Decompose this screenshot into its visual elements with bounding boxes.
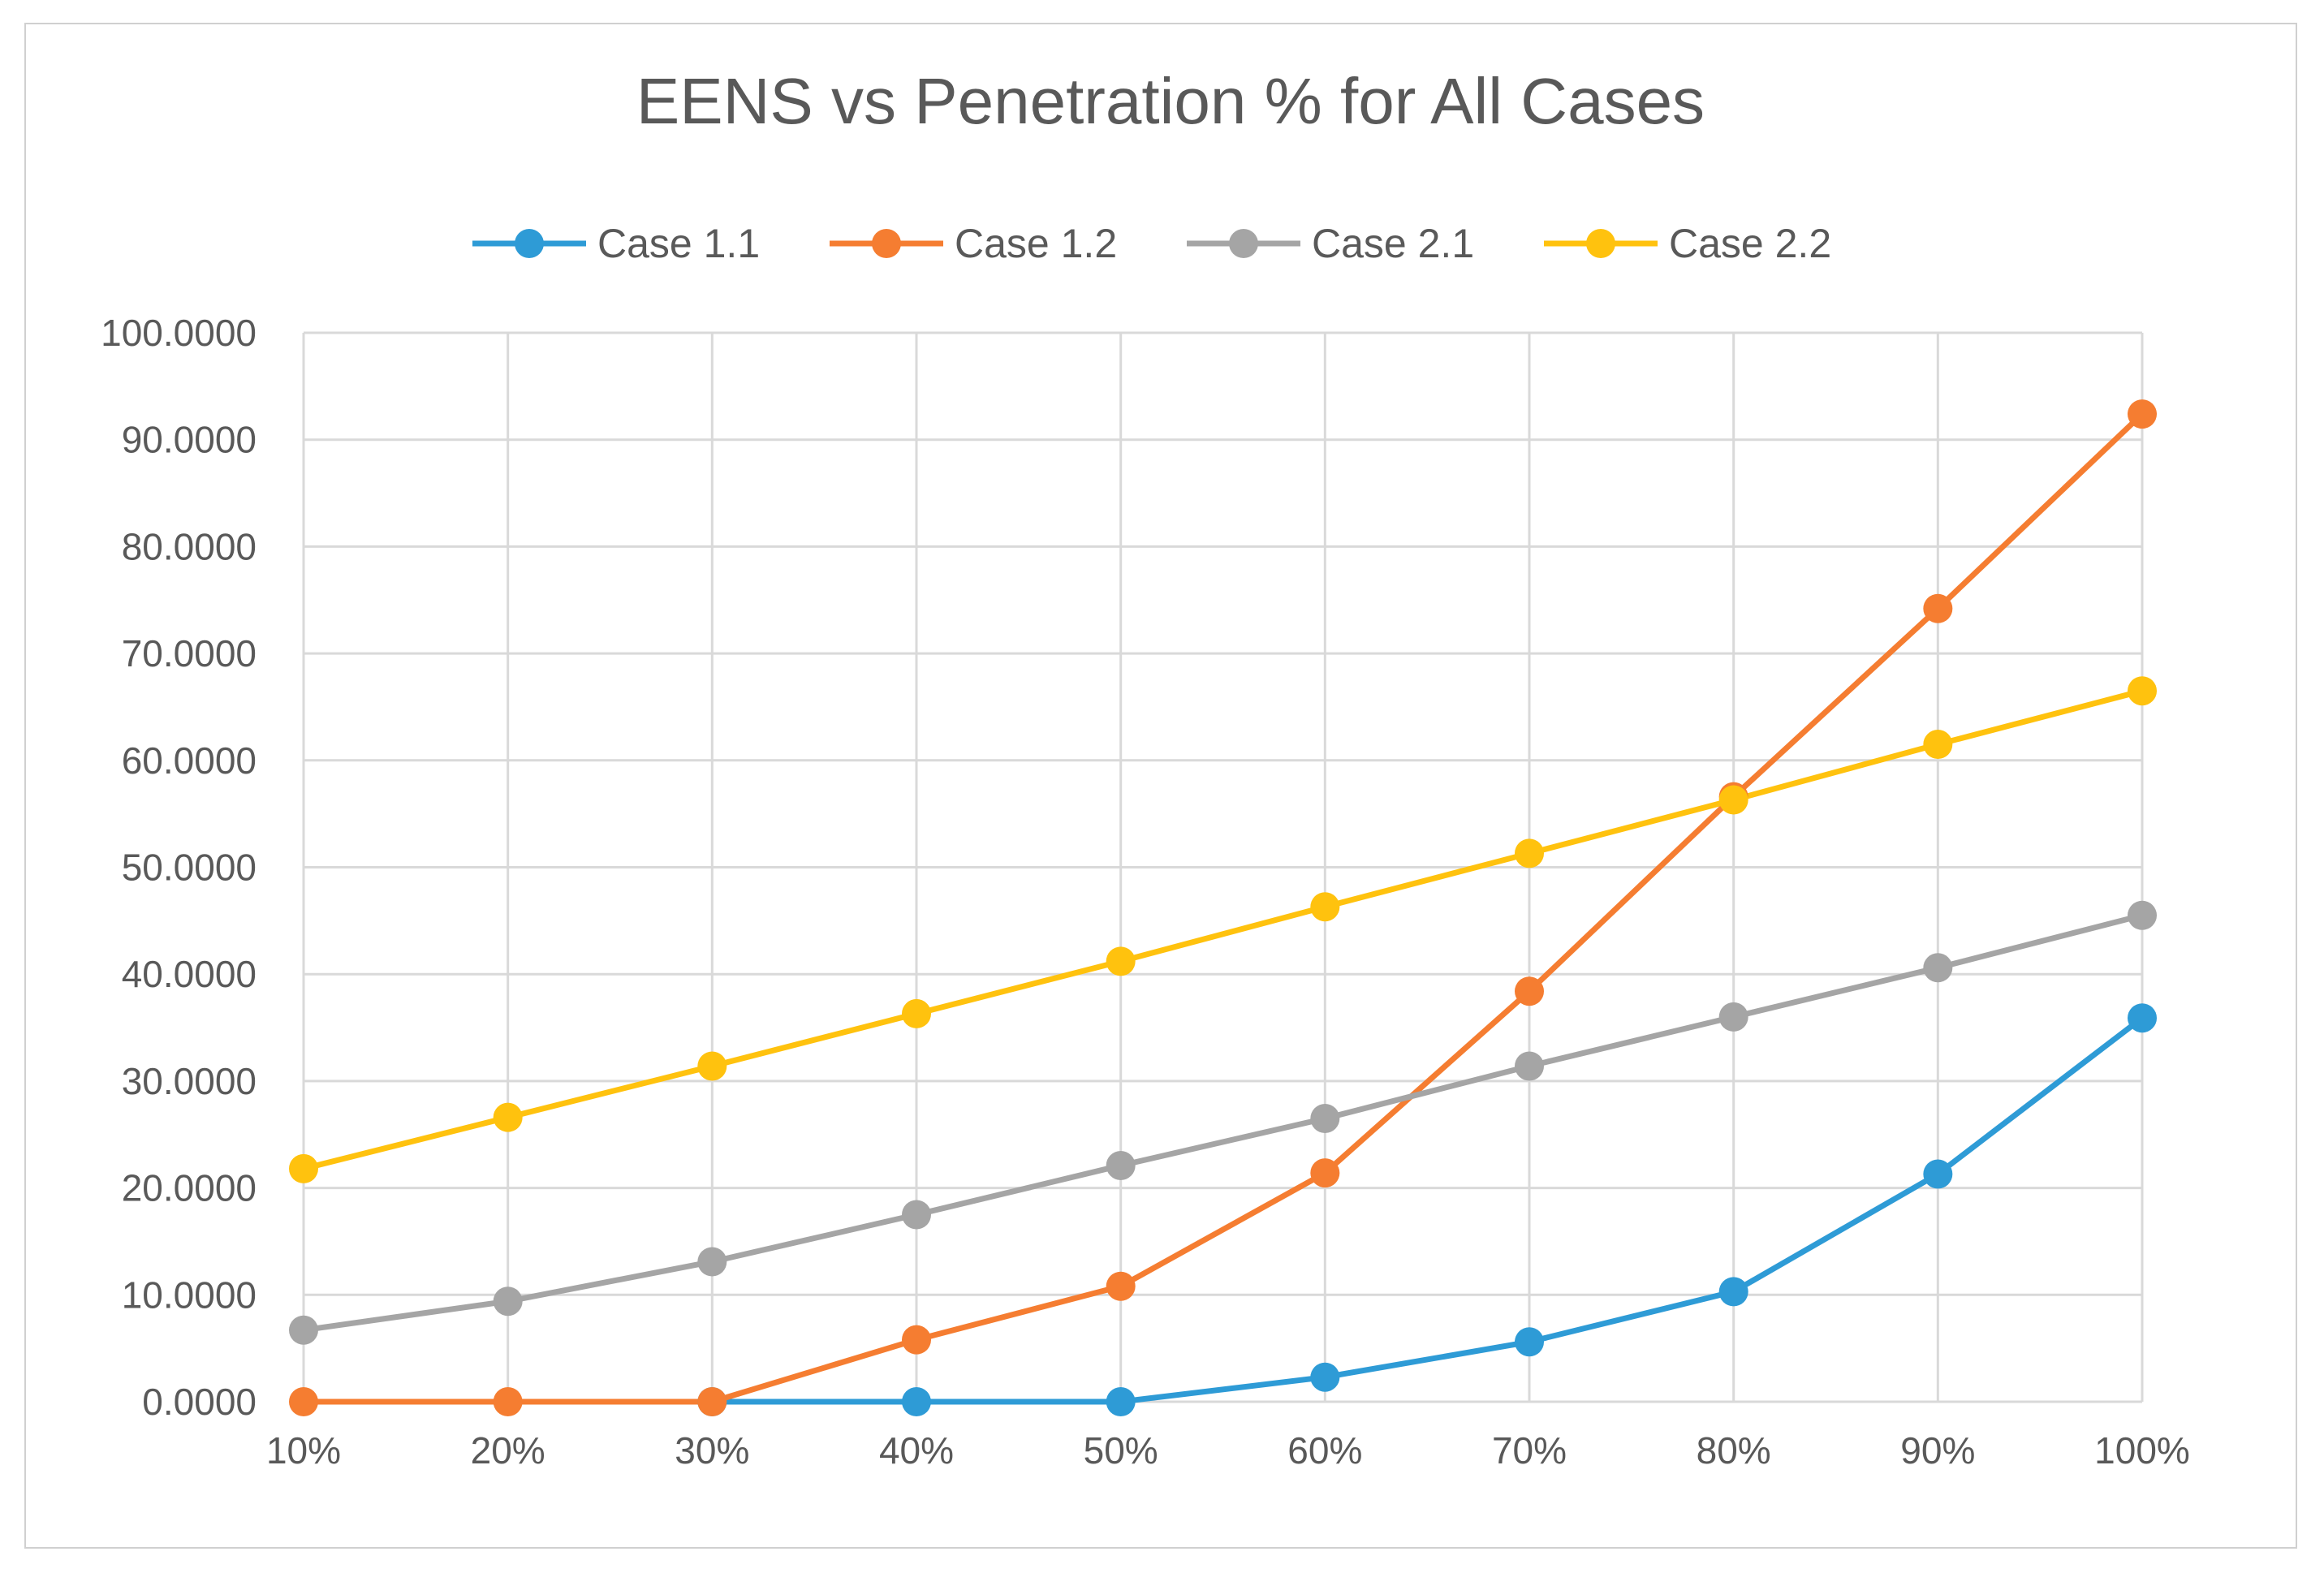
x-tick-label: 90% (1900, 1429, 1975, 1472)
data-point-case-2-2 (1923, 730, 1953, 760)
series-points (289, 399, 2157, 1416)
data-point-case-1-1 (1310, 1362, 1340, 1392)
data-point-case-2-1 (1106, 1150, 1136, 1180)
series-line-case-2-1 (300, 912, 2145, 1334)
x-tick-label: 80% (1697, 1429, 1771, 1472)
data-point-case-1-1 (1515, 1327, 1544, 1357)
y-tick-label: 20.0000 (122, 1167, 257, 1209)
y-tick-label: 50.0000 (122, 847, 257, 889)
data-point-case-2-2 (697, 1051, 727, 1081)
line-chart: EENS vs Penetration % for All Cases Case… (101, 65, 2190, 1472)
series-line-case-1-1 (709, 1015, 2145, 1405)
legend-marker (515, 229, 544, 258)
series-lines (300, 411, 2145, 1405)
data-point-case-2-1 (902, 1200, 931, 1230)
x-tick-label: 10% (266, 1429, 341, 1472)
legend-label: Case 2.1 (1312, 221, 1474, 266)
legend-item-case-2-1: Case 2.1 (1187, 221, 1474, 266)
data-point-case-2-2 (493, 1102, 523, 1132)
series-line-case-1-2 (300, 411, 2145, 1405)
series-line-case-2-2 (300, 687, 2145, 1172)
data-point-case-1-2 (1310, 1158, 1340, 1188)
data-point-case-1-1 (1106, 1387, 1136, 1416)
data-point-case-2-1 (1718, 1002, 1748, 1032)
x-tick-label: 30% (675, 1429, 749, 1472)
y-axis-ticks: 0.0000 10.0000 20.0000 30.0000 40.0000 50.000… (101, 312, 257, 1423)
y-tick-label: 30.0000 (122, 1060, 257, 1102)
data-point-case-1-2 (493, 1387, 523, 1416)
data-point-case-1-1 (2128, 1003, 2157, 1033)
x-tick-label: 20% (471, 1429, 545, 1472)
data-point-case-1-1 (1923, 1159, 1953, 1189)
chart-frame: EENS vs Penetration % for All Cases Case… (24, 23, 2297, 1549)
y-tick-label: 100.0000 (101, 312, 257, 354)
data-point-case-1-2 (1923, 593, 1953, 623)
data-point-case-2-2 (1310, 892, 1340, 922)
y-tick-label: 40.0000 (122, 953, 257, 995)
legend-item-case-1-1: Case 1.1 (472, 221, 760, 266)
legend-marker (1229, 229, 1258, 258)
data-point-case-1-2 (902, 1325, 931, 1355)
data-point-case-2-2 (2128, 676, 2157, 706)
legend-item-case-2-2: Case 2.2 (1544, 221, 1831, 266)
data-point-case-2-1 (1310, 1103, 1340, 1133)
legend-item-case-1-2: Case 1.2 (830, 221, 1117, 266)
y-tick-label: 80.0000 (122, 525, 257, 567)
data-point-case-2-2 (1718, 785, 1748, 815)
y-tick-label: 10.0000 (122, 1273, 257, 1316)
y-tick-label: 60.0000 (122, 739, 257, 782)
data-point-case-2-1 (1515, 1051, 1544, 1081)
data-point-case-2-1 (697, 1247, 727, 1277)
x-tick-label: 60% (1287, 1429, 1362, 1472)
chart-title: EENS vs Penetration % for All Cases (636, 65, 1705, 137)
data-point-case-1-2 (1106, 1271, 1136, 1301)
y-tick-label: 0.0000 (142, 1381, 257, 1423)
x-tick-label: 100% (2094, 1429, 2190, 1472)
legend-marker (872, 229, 901, 258)
data-point-case-1-2 (697, 1387, 727, 1416)
data-point-case-1-2 (2128, 399, 2157, 429)
legend-label: Case 1.1 (597, 221, 760, 266)
legend: Case 1.1 Case 1.2 Case 2.1 Case 2.2 (472, 221, 1831, 266)
y-tick-label: 90.0000 (122, 419, 257, 461)
data-point-case-1-2 (1515, 976, 1544, 1006)
data-point-case-2-1 (2128, 900, 2157, 930)
legend-label: Case 1.2 (955, 221, 1117, 266)
data-point-case-2-1 (1923, 953, 1953, 983)
data-point-case-1-2 (289, 1387, 318, 1416)
x-tick-label: 50% (1084, 1429, 1158, 1472)
grid (302, 331, 2144, 1403)
x-tick-label: 40% (879, 1429, 954, 1472)
data-point-case-2-1 (289, 1315, 318, 1345)
data-point-case-2-2 (289, 1153, 318, 1183)
y-tick-label: 70.0000 (122, 632, 257, 674)
data-point-case-2-2 (1106, 946, 1136, 976)
legend-label: Case 2.2 (1669, 221, 1831, 266)
data-point-case-2-2 (902, 998, 931, 1028)
legend-marker (1586, 229, 1615, 258)
x-tick-label: 70% (1492, 1429, 1567, 1472)
x-axis-ticks: 10% 20% 30% 40% 50% 60% 70% 80% 90% 100% (266, 1429, 2190, 1472)
data-point-case-2-1 (493, 1286, 523, 1317)
data-point-case-2-2 (1515, 838, 1544, 868)
data-point-case-1-1 (902, 1387, 931, 1416)
data-point-case-1-1 (1718, 1277, 1748, 1307)
